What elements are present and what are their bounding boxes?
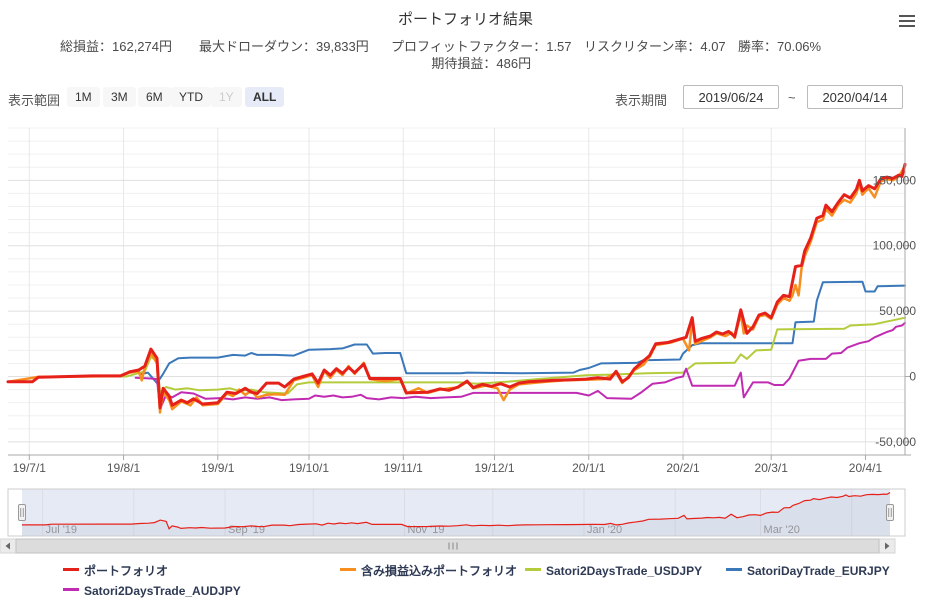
legend-label: SatoriDayTrade_EURJPY <box>747 563 890 578</box>
svg-text:50,000: 50,000 <box>879 304 916 318</box>
period-label: 表示期間 <box>615 93 668 108</box>
legend-label: Satori2DaysTrade_AUDJPY <box>84 583 241 598</box>
hamburger-menu-icon[interactable] <box>899 15 915 27</box>
navigator[interactable]: Jul '19Sep '19Nov '19Jan '20Mar '20 <box>7 488 906 537</box>
stat-item: 総損益：162,274円 <box>60 39 172 54</box>
scrollbar-left-arrow-icon <box>5 542 10 550</box>
chart-legend: ポートフォリオ 含み損益込みポートフォリオ Satori2DaysTrade_USD… <box>0 560 931 602</box>
legend-swatch <box>63 588 79 592</box>
legend-label: ポートフォリオ <box>84 564 169 579</box>
stats-row: 総損益：162,274円 最大ドローダウン：39,833円 プロフィットファクター：… <box>0 0 931 76</box>
legend-item-satori2days_usdjpy[interactable]: Satori2DaysTrade_USDJPY <box>525 562 702 578</box>
scrollbar-thumb[interactable] <box>15 538 880 554</box>
legend-item-unrealized_portfolio[interactable]: 含み損益込みポートフォリオ <box>340 562 517 578</box>
stat-item: プロフィットファクター：1.57 期待損益：486円 <box>391 39 572 71</box>
legend-item-satori2days_audjpy[interactable]: Satori2DaysTrade_AUDJPY <box>63 582 241 598</box>
legend-item-satori_day_eurjpy[interactable]: SatoriDayTrade_EURJPY <box>726 562 890 578</box>
svg-text:20/2/1: 20/2/1 <box>666 461 700 475</box>
legend-item-portfolio[interactable]: ポートフォリオ <box>63 562 168 578</box>
svg-text:150,000: 150,000 <box>873 173 917 187</box>
navigator-right-handle[interactable] <box>886 504 894 521</box>
series-satori2days_audjpy <box>134 321 906 411</box>
range-selector-label: 表示範囲 <box>8 93 61 108</box>
range-button-1m[interactable]: 1M <box>67 87 100 107</box>
period-separator: ~ <box>788 90 796 105</box>
navigator-tick-label: Jul '19 <box>46 524 77 536</box>
legend-swatch <box>726 568 742 572</box>
series-unrealized_portfolio <box>6 164 907 414</box>
legend-swatch <box>525 568 541 572</box>
chart-scrollbar[interactable] <box>0 538 896 554</box>
y-axis: -50,000 0 50,000 100,000 150,000 <box>873 128 917 455</box>
range-button-6m[interactable]: 6M <box>138 87 171 107</box>
svg-text:19/7/1: 19/7/1 <box>13 461 47 475</box>
navigator-tick-label: Jan '20 <box>587 524 622 536</box>
stat-item: 勝率：70.06% <box>738 39 822 54</box>
svg-text:19/10/1: 19/10/1 <box>289 461 329 475</box>
period-from-input[interactable] <box>683 85 779 109</box>
series-satori2days_usdjpy <box>92 316 906 395</box>
svg-text:19/12/1: 19/12/1 <box>474 461 514 475</box>
range-button-1y: 1Y <box>211 87 242 107</box>
navigator-series-line <box>22 491 891 530</box>
navigator-tick-label: Mar '20 <box>764 524 800 536</box>
stat-item: リスクリターン率：4.07 <box>584 39 726 54</box>
svg-text:20/3/1: 20/3/1 <box>755 461 789 475</box>
range-button-3m[interactable]: 3M <box>103 87 136 107</box>
range-button-all[interactable]: ALL <box>245 87 285 107</box>
series-portfolio <box>6 162 907 410</box>
legend-label: Satori2DaysTrade_USDJPY <box>546 563 703 578</box>
x-axis: 19/7/1 19/8/1 19/9/1 19/10/1 19/11/1 19/12/1 2… <box>8 454 911 475</box>
main-chart-area[interactable] <box>6 127 907 456</box>
page-title: ポートフォリオ結果 <box>397 11 533 28</box>
legend-label: 含み損益込みポートフォリオ <box>361 564 518 579</box>
stat-item: 最大ドローダウン：39,833円 <box>199 39 369 54</box>
svg-text:20/1/1: 20/1/1 <box>572 461 606 475</box>
svg-text:-50,000: -50,000 <box>875 435 916 449</box>
svg-text:19/9/1: 19/9/1 <box>201 461 235 475</box>
range-button-ytd[interactable]: YTD <box>171 87 211 107</box>
svg-text:19/8/1: 19/8/1 <box>107 461 141 475</box>
scrollbar-right-arrow-icon <box>885 542 890 550</box>
legend-swatch <box>340 568 356 572</box>
svg-text:19/11/1: 19/11/1 <box>384 461 423 475</box>
svg-text:100,000: 100,000 <box>873 239 917 253</box>
period-to-input[interactable] <box>807 85 903 109</box>
svg-text:0: 0 <box>909 370 916 384</box>
series-satori_day_eurjpy <box>140 280 906 385</box>
svg-text:20/4/1: 20/4/1 <box>849 461 883 475</box>
legend-swatch <box>63 568 79 572</box>
navigator-left-handle[interactable] <box>18 504 26 521</box>
